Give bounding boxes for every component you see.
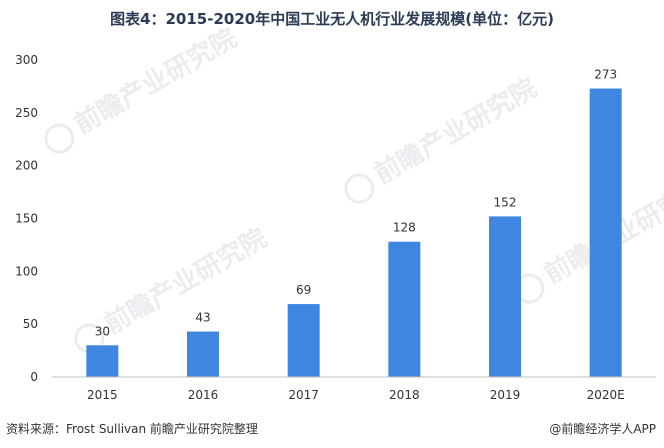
bars: 30 43 69 128 152 273 xyxy=(86,68,622,377)
x-tick-label: 2015 xyxy=(87,388,118,402)
y-tick-label: 300 xyxy=(15,53,38,67)
data-label: 152 xyxy=(494,195,517,209)
data-label: 69 xyxy=(296,283,311,297)
chart-title: 图表4：2015-2020年中国工业无人机行业发展规模(单位：亿元) xyxy=(110,10,554,28)
data-label: 30 xyxy=(95,324,110,338)
bar xyxy=(489,216,521,377)
x-axis: 2015 2016 2017 2018 2019 2020E xyxy=(52,376,656,402)
x-tick-label: 2020E xyxy=(587,388,625,402)
data-label: 43 xyxy=(195,311,210,325)
y-tick-label: 100 xyxy=(15,264,38,278)
bar xyxy=(589,88,622,377)
credit-note: @前瞻经济学人APP xyxy=(549,422,656,436)
y-tick-label: 250 xyxy=(15,106,38,120)
bar xyxy=(187,331,219,377)
data-label: 128 xyxy=(393,221,416,235)
y-tick-label: 0 xyxy=(30,370,38,384)
y-tick-label: 150 xyxy=(15,212,38,226)
bar xyxy=(287,304,320,377)
x-tick-label: 2017 xyxy=(288,388,319,402)
x-tick-label: 2019 xyxy=(490,388,521,402)
x-tick-label: 2016 xyxy=(188,388,219,402)
y-tick-label: 200 xyxy=(15,159,38,173)
data-label: 273 xyxy=(594,68,617,82)
source-note: 资料来源：Frost Sullivan 前瞻产业研究院整理 xyxy=(6,422,258,436)
x-tick-label: 2018 xyxy=(389,388,420,402)
y-tick-label: 50 xyxy=(23,317,38,331)
bar xyxy=(86,345,119,377)
bar xyxy=(388,241,421,377)
y-axis: 0 50 100 150 200 250 300 xyxy=(15,53,38,384)
